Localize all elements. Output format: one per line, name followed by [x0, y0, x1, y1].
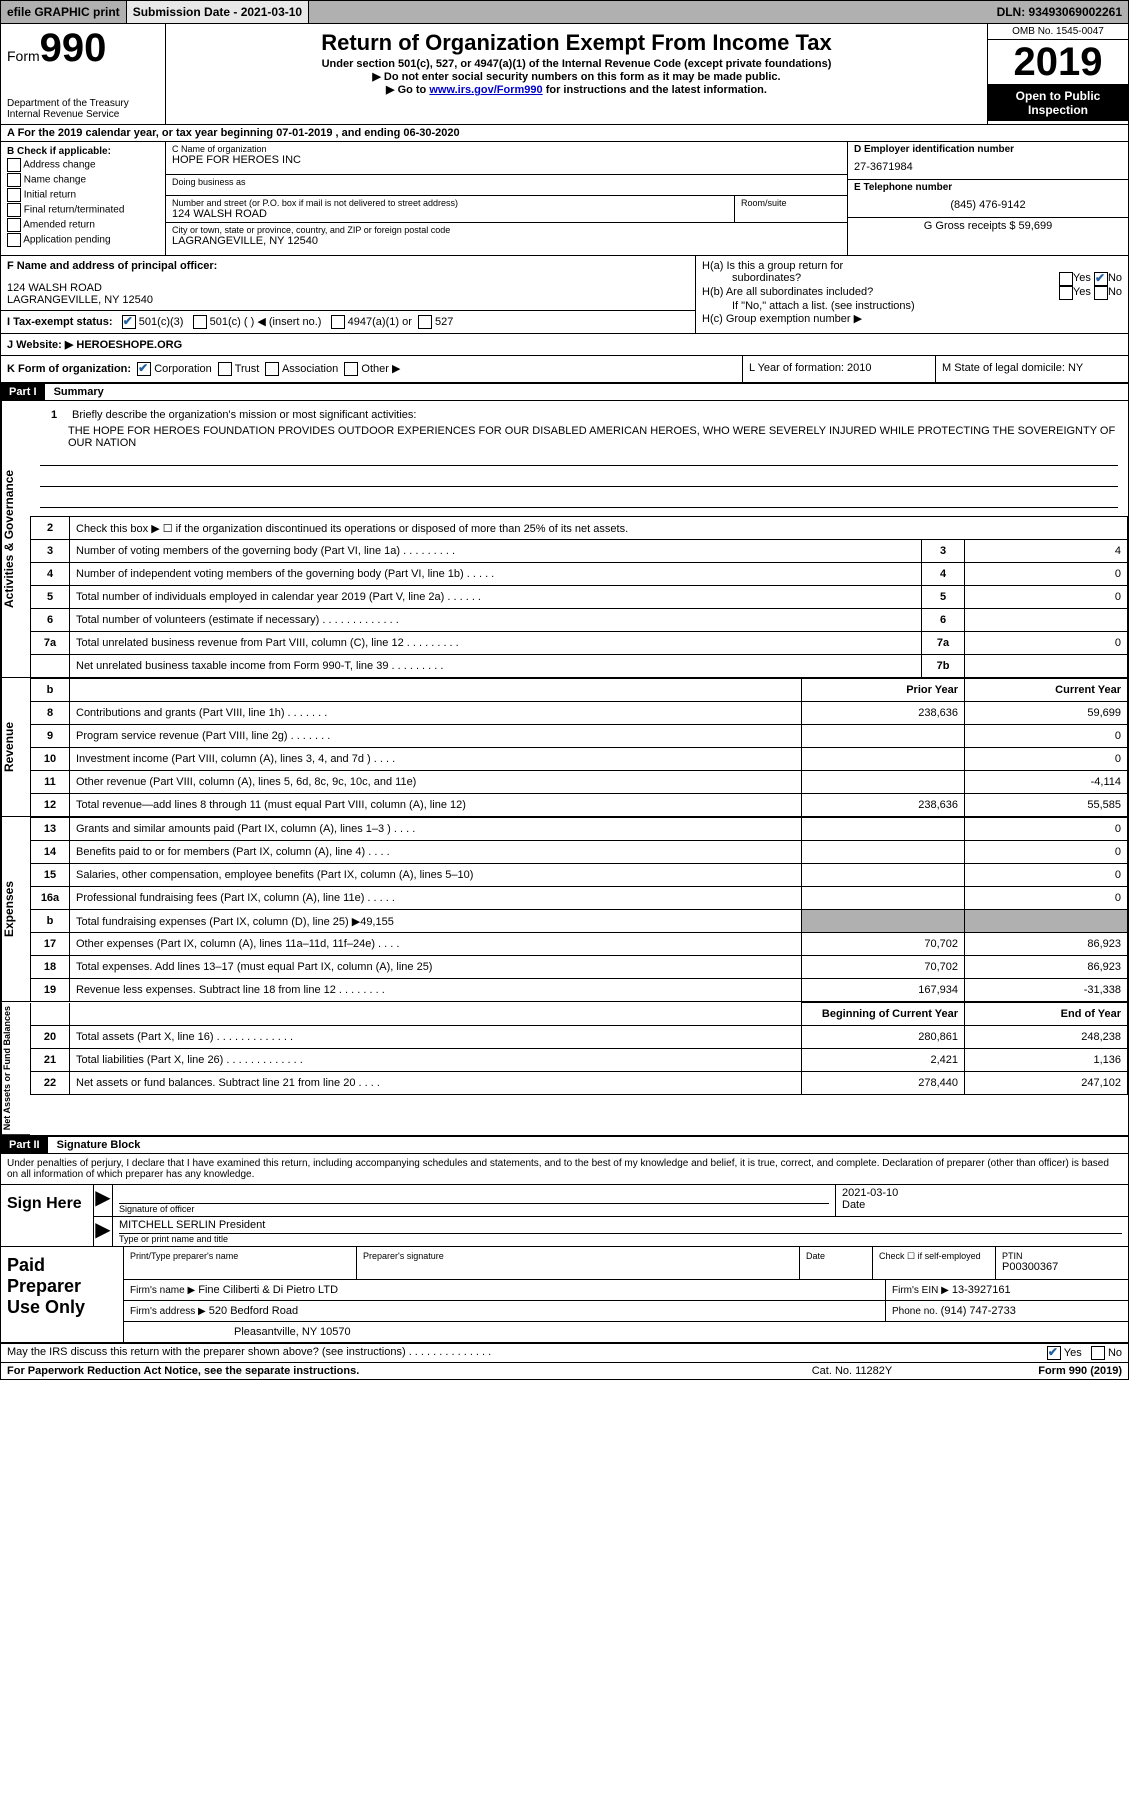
telephone: (845) 476-9142: [854, 199, 1122, 211]
side-label-net: Net Assets or Fund Balances: [1, 1002, 30, 1135]
firm-name: Fine Ciliberti & Di Pietro LTD: [198, 1284, 338, 1296]
discuss-yes[interactable]: [1047, 1346, 1061, 1360]
gross-receipts: G Gross receipts $ 59,699: [854, 220, 1122, 232]
section-k: K Form of organization: Corporation Trus…: [1, 356, 742, 382]
section-i: I Tax-exempt status: 501(c)(3) 501(c) ( …: [7, 315, 689, 329]
b-opt[interactable]: Address change: [7, 158, 159, 172]
firm-phone: (914) 747-2733: [941, 1305, 1016, 1317]
open-public: Open to Public Inspection: [988, 85, 1128, 121]
d-ein-label: D Employer identification number: [854, 144, 1122, 155]
c-name-label: C Name of organization: [172, 144, 841, 154]
header-left: Form990 Department of the Treasury Inter…: [1, 24, 166, 124]
paid-preparer-label: Paid Preparer Use Only: [1, 1247, 124, 1342]
arrow-icon: ▶: [94, 1185, 113, 1216]
b-opt[interactable]: Amended return: [7, 218, 159, 232]
form-header: Form990 Department of the Treasury Inter…: [1, 24, 1128, 125]
section-m: M State of legal domicile: NY: [935, 356, 1128, 382]
side-label-expenses: Expenses: [1, 817, 30, 1002]
officer-name: MITCHELL SERLIN President: [119, 1219, 1122, 1231]
firm-ein: 13-3927161: [952, 1284, 1011, 1296]
city-state-zip: LAGRANGEVILLE, NY 12540: [172, 235, 841, 247]
declaration-text: Under penalties of perjury, I declare th…: [1, 1154, 1128, 1185]
section-h: H(a) Is this a group return for subordin…: [695, 256, 1128, 333]
section-d: D Employer identification number 27-3671…: [847, 142, 1128, 255]
c-city-label: City or town, state or province, country…: [172, 225, 841, 235]
mission-text: THE HOPE FOR HEROES FOUNDATION PROVIDES …: [40, 425, 1118, 449]
footer-cat: Cat. No. 11282Y: [762, 1365, 942, 1377]
submission-date: Submission Date - 2021-03-10: [127, 1, 309, 23]
part1-header: Part I Summary: [1, 384, 1128, 401]
sign-here-label: Sign Here: [1, 1185, 94, 1246]
dln-label: DLN: 93493069002261: [991, 1, 1128, 23]
527-check[interactable]: [418, 315, 432, 329]
subtitle-2: ▶ Do not enter social security numbers o…: [172, 70, 981, 83]
officer-addr2: LAGRANGEVILLE, NY 12540: [7, 294, 689, 306]
paid-preparer-section: Paid Preparer Use Only Print/Type prepar…: [1, 1247, 1128, 1344]
f-label: F Name and address of principal officer:: [7, 260, 689, 272]
header-mid: Return of Organization Exempt From Incom…: [166, 24, 987, 124]
subtitle-3: ▶ Go to www.irs.gov/Form990 for instruct…: [172, 83, 981, 96]
section-bcd: B Check if applicable: Address change Na…: [1, 142, 1128, 256]
ein: 27-3671984: [854, 161, 1122, 173]
efile-label: efile GRAPHIC print: [1, 1, 127, 23]
spacer: [309, 1, 990, 23]
omb-number: OMB No. 1545-0047: [988, 24, 1128, 40]
501c3-check[interactable]: [122, 315, 136, 329]
form-number: 990: [40, 26, 107, 70]
part2-header: Part II Signature Block: [1, 1137, 1128, 1154]
subtitle-1: Under section 501(c), 527, or 4947(a)(1)…: [172, 58, 981, 70]
org-name: HOPE FOR HEROES INC: [172, 154, 841, 166]
4947-check[interactable]: [331, 315, 345, 329]
date-label: Date: [842, 1199, 1122, 1211]
row-a-tax-year: A For the 2019 calendar year, or tax yea…: [1, 125, 1128, 142]
b-opt[interactable]: Initial return: [7, 188, 159, 202]
footer-left: For Paperwork Reduction Act Notice, see …: [7, 1365, 762, 1377]
b-opt[interactable]: Application pending: [7, 233, 159, 247]
header-right: OMB No. 1545-0047 2019 Open to Public In…: [987, 24, 1128, 124]
footer-form: Form 990 (2019): [942, 1365, 1122, 1377]
section-j: J Website: ▶ HEROESHOPE.ORG: [1, 334, 1128, 356]
website: HEROESHOPE.ORG: [76, 339, 182, 351]
section-l: L Year of formation: 2010: [742, 356, 935, 382]
discuss-no[interactable]: [1091, 1346, 1105, 1360]
officer-addr1: 124 WALSH ROAD: [7, 282, 689, 294]
section-fh: F Name and address of principal officer:…: [1, 256, 1128, 334]
form990-link[interactable]: www.irs.gov/Form990: [429, 84, 542, 96]
page-footer: For Paperwork Reduction Act Notice, see …: [1, 1363, 1128, 1379]
revenue-section: Revenue bPrior YearCurrent Year 8Contrib…: [1, 678, 1128, 817]
b-opt[interactable]: Name change: [7, 173, 159, 187]
section-c: C Name of organization HOPE FOR HEROES I…: [166, 142, 847, 255]
c-addr-label: Number and street (or P.O. box if mail i…: [172, 198, 728, 208]
arrow-icon: ▶: [94, 1217, 113, 1246]
c-dba-label: Doing business as: [172, 177, 841, 187]
side-label-revenue: Revenue: [1, 678, 30, 817]
501c-check[interactable]: [193, 315, 207, 329]
top-bar: efile GRAPHIC print Submission Date - 20…: [1, 1, 1128, 24]
section-klm: K Form of organization: Corporation Trus…: [1, 356, 1128, 384]
b-label: B Check if applicable:: [7, 146, 159, 157]
activities-governance: Activities & Governance 1Briefly describ…: [1, 401, 1128, 678]
signature-date: 2021-03-10: [842, 1187, 1122, 1199]
d-tel-label: E Telephone number: [854, 182, 1122, 193]
form-label: Form: [7, 48, 40, 64]
form-title: Return of Organization Exempt From Incom…: [172, 30, 981, 56]
c-room-label: Room/suite: [741, 198, 841, 208]
firm-addr1: 520 Bedford Road: [209, 1305, 298, 1317]
b-opt[interactable]: Final return/terminated: [7, 203, 159, 217]
form-990-page: efile GRAPHIC print Submission Date - 20…: [0, 0, 1129, 1380]
name-title-label: Type or print name and title: [119, 1233, 1122, 1244]
irs-label: Internal Revenue Service: [7, 109, 159, 120]
expenses-section: Expenses 13Grants and similar amounts pa…: [1, 817, 1128, 1002]
section-f: F Name and address of principal officer:…: [1, 256, 695, 333]
signature-label: Signature of officer: [119, 1203, 829, 1214]
tax-year: 2019: [988, 40, 1128, 85]
sign-here-section: Sign Here ▶ Signature of officer 2021-03…: [1, 1185, 1128, 1247]
side-label-ag: Activities & Governance: [1, 401, 30, 678]
net-assets-section: Net Assets or Fund Balances Beginning of…: [1, 1002, 1128, 1137]
section-b: B Check if applicable: Address change Na…: [1, 142, 166, 255]
discuss-row: May the IRS discuss this return with the…: [1, 1344, 1128, 1363]
firm-addr2: Pleasantville, NY 10570: [124, 1322, 1128, 1342]
street-address: 124 WALSH ROAD: [172, 208, 728, 220]
dept-label: Department of the Treasury: [7, 98, 159, 109]
